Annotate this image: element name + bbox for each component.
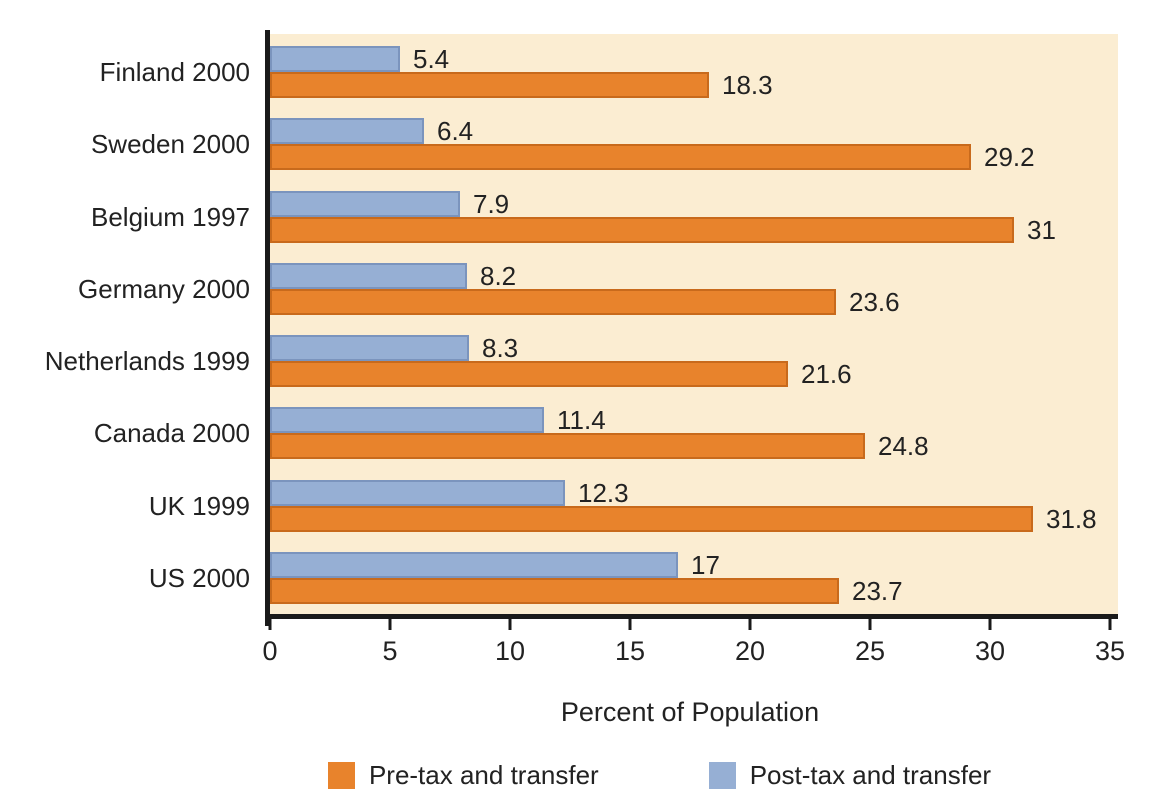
category-label: Belgium 1997 xyxy=(91,202,250,232)
bar-value-label: 23.7 xyxy=(852,576,903,606)
x-tick-label: 30 xyxy=(974,636,1006,666)
x-tick-label: 5 xyxy=(382,636,398,666)
bar-pretax xyxy=(270,144,971,170)
bar-value-label: 8.2 xyxy=(480,261,517,291)
category-label: UK 1999 xyxy=(148,491,250,521)
bar-pretax xyxy=(270,361,788,387)
x-axis-title: Percent of Population xyxy=(560,697,820,727)
bar-value-label: 23.6 xyxy=(849,287,900,317)
legend-item-posttax: Post-tax and transfer xyxy=(708,760,992,790)
bar-value-label: 11.4 xyxy=(557,405,606,435)
x-tick-mark xyxy=(388,619,392,630)
x-tick-mark xyxy=(508,619,512,630)
legend-swatch-posttax xyxy=(708,761,736,789)
x-tick-mark xyxy=(628,619,632,630)
bar-value-label: 5.4 xyxy=(413,44,450,74)
bar-value-label: 18.3 xyxy=(722,70,773,100)
legend-label-posttax: Post-tax and transfer xyxy=(749,760,992,790)
category-label: Germany 2000 xyxy=(78,274,250,304)
x-tick-label: 0 xyxy=(262,636,278,666)
y-axis-line xyxy=(265,30,270,626)
category-label: Finland 2000 xyxy=(99,57,250,87)
category-label: Sweden 2000 xyxy=(90,129,250,159)
bar-posttax xyxy=(270,552,678,578)
x-tick-mark xyxy=(1108,619,1112,630)
bar-value-label: 31 xyxy=(1027,215,1056,245)
bar-posttax xyxy=(270,191,460,217)
bar-value-label: 31.8 xyxy=(1046,504,1097,534)
x-axis-line xyxy=(265,614,1118,619)
x-tick-label: 25 xyxy=(854,636,886,666)
legend-label-pretax: Pre-tax and transfer xyxy=(368,760,599,790)
x-tick-label: 35 xyxy=(1094,636,1126,666)
bar-posttax xyxy=(270,335,469,361)
bar-posttax xyxy=(270,480,565,506)
x-tick-mark xyxy=(868,619,872,630)
legend-swatch-pretax xyxy=(327,761,355,789)
bar-value-label: 7.9 xyxy=(473,189,510,219)
bar-pretax xyxy=(270,217,1014,243)
x-tick-mark xyxy=(748,619,752,630)
bar-value-label: 12.3 xyxy=(578,478,629,508)
bar-value-label: 6.4 xyxy=(437,116,474,146)
bar-posttax xyxy=(270,46,400,72)
bar-pretax xyxy=(270,433,865,459)
category-label: US 2000 xyxy=(148,563,250,593)
x-tick-mark xyxy=(268,619,272,630)
bar-pretax xyxy=(270,72,709,98)
x-tick-label: 10 xyxy=(494,636,526,666)
x-tick-label: 15 xyxy=(614,636,646,666)
bar-posttax xyxy=(270,407,544,433)
bar-pretax xyxy=(270,506,1033,532)
bar-posttax xyxy=(270,118,424,144)
x-tick-mark xyxy=(988,619,992,630)
x-tick-label: 20 xyxy=(734,636,766,666)
bar-posttax xyxy=(270,263,467,289)
category-label: Netherlands 1999 xyxy=(44,346,250,376)
bar-pretax xyxy=(270,289,836,315)
bar-value-label: 24.8 xyxy=(878,431,929,461)
bar-value-label: 29.2 xyxy=(984,142,1035,172)
bar-value-label: 8.3 xyxy=(482,333,519,363)
bar-value-label: 17 xyxy=(691,550,720,580)
legend-item-pretax: Pre-tax and transfer xyxy=(327,760,599,790)
category-label: Canada 2000 xyxy=(93,418,250,448)
legend: Pre-tax and transfer Post-tax and transfe… xyxy=(170,758,1149,792)
bar-pretax xyxy=(270,578,839,604)
bar-value-label: 21.6 xyxy=(801,359,852,389)
